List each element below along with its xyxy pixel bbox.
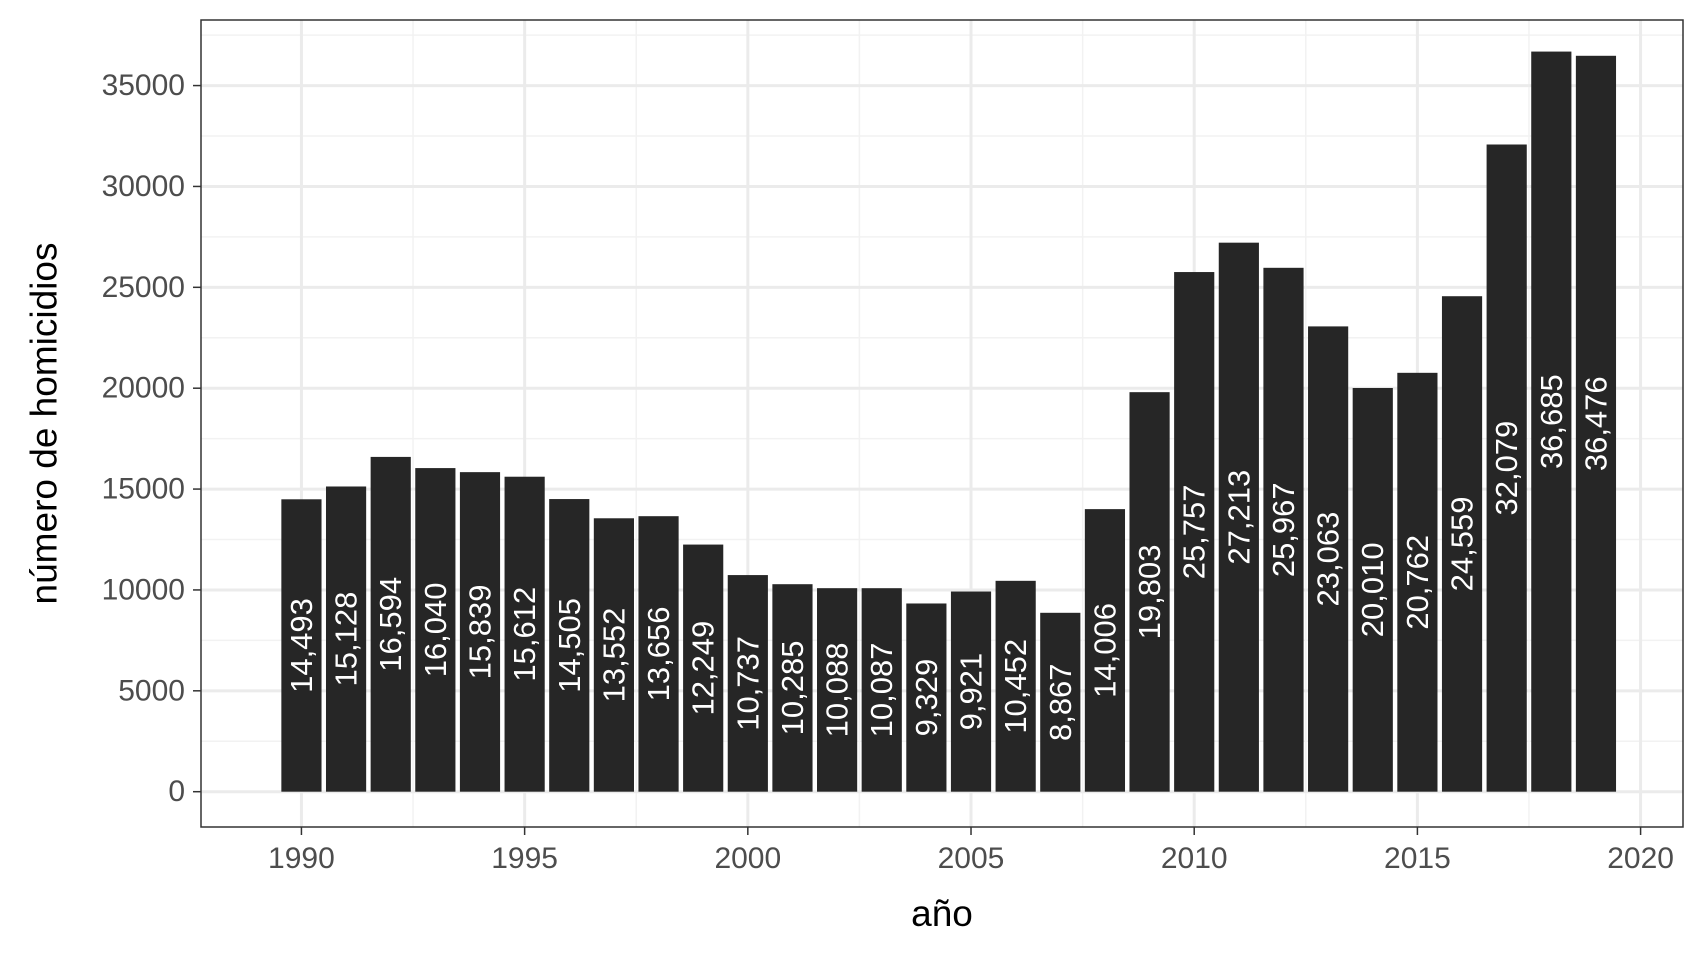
bar-value-label-2010: 25,757 xyxy=(1177,484,1212,579)
bar-value-label-2011: 27,213 xyxy=(1221,470,1256,565)
bar-2014 xyxy=(1352,387,1393,792)
bar-2002 xyxy=(817,588,858,792)
bar-value-label-1996: 14,505 xyxy=(552,598,587,693)
bar-2018 xyxy=(1531,51,1572,792)
bars xyxy=(281,51,1617,792)
bar-value-label-2019: 36,476 xyxy=(1578,376,1613,471)
y-tick-label: 0 xyxy=(168,775,185,808)
y-tick-label: 35000 xyxy=(102,69,185,102)
bar-1994 xyxy=(459,472,501,792)
bar-2010 xyxy=(1174,272,1215,792)
x-tick-label: 1995 xyxy=(491,842,558,875)
bar-value-label-1990: 14,493 xyxy=(284,598,319,693)
bar-2003 xyxy=(861,588,902,792)
bar-value-label-1997: 13,552 xyxy=(596,608,631,703)
bar-value-label-1994: 15,839 xyxy=(462,585,497,680)
bar-1992 xyxy=(370,456,411,792)
y-tick-label: 15000 xyxy=(102,473,185,506)
bar-2012 xyxy=(1263,267,1304,792)
bar-1993 xyxy=(415,468,456,792)
bar-2019 xyxy=(1575,55,1617,792)
bar-2005 xyxy=(950,591,992,792)
bar-2001 xyxy=(772,584,813,792)
bar-2017 xyxy=(1486,144,1527,792)
bar-value-label-1991: 15,128 xyxy=(329,592,364,687)
bar-value-label-2004: 9,329 xyxy=(909,659,944,737)
x-tick-label: 2015 xyxy=(1384,842,1451,875)
x-axis-ticks: 1990 1995 2000 2005 2010 2015 2020 xyxy=(268,827,1674,875)
panel-border xyxy=(200,19,1684,828)
bar-value-label-1998: 13,656 xyxy=(641,607,676,702)
bar-2009 xyxy=(1129,392,1170,792)
bar-1995 xyxy=(504,476,545,792)
bar-value-label-2003: 10,087 xyxy=(864,643,899,738)
bar-1996 xyxy=(549,499,590,792)
bar-value-label-1992: 16,594 xyxy=(373,577,408,672)
bar-value-label-2014: 20,010 xyxy=(1355,542,1390,637)
y-tick-label: 20000 xyxy=(102,372,185,405)
bar-value-label-2013: 23,063 xyxy=(1311,512,1346,607)
bar-value-label-1995: 15,612 xyxy=(507,587,542,682)
bar-value-label-2008: 14,006 xyxy=(1087,603,1122,698)
bar-2011 xyxy=(1218,242,1259,792)
bar-value-label-2001: 10,285 xyxy=(775,641,810,736)
bar-2008 xyxy=(1084,509,1126,792)
x-tick-label: 2010 xyxy=(1161,842,1228,875)
x-tick-label: 2020 xyxy=(1607,842,1674,875)
bar-2007 xyxy=(1040,612,1081,792)
bar-value-label-2015: 20,762 xyxy=(1400,535,1435,630)
bar-value-labels: 14,493 15,128 16,594 16,040 15,839 15,612 14,5… xyxy=(284,374,1614,741)
y-tick-label: 5000 xyxy=(118,674,185,707)
bar-2004 xyxy=(906,603,947,792)
y-axis-title: número de homicidios xyxy=(24,243,65,605)
bar-1998 xyxy=(638,516,679,792)
bar-value-label-2002: 10,088 xyxy=(820,643,855,738)
x-tick-label: 2005 xyxy=(938,842,1005,875)
x-tick-label: 1990 xyxy=(268,842,335,875)
y-tick-label: 25000 xyxy=(102,271,185,304)
bar-2015 xyxy=(1397,372,1438,792)
bar-value-label-2017: 32,079 xyxy=(1489,421,1524,516)
x-axis-title: año xyxy=(911,893,973,934)
bar-value-label-2016: 24,559 xyxy=(1445,497,1480,592)
bar-value-label-2007: 8,867 xyxy=(1043,663,1078,741)
bar-2000 xyxy=(727,575,768,792)
x-tick-label: 2000 xyxy=(714,842,781,875)
bar-value-label-2012: 25,967 xyxy=(1266,482,1301,577)
bar-1997 xyxy=(593,518,634,792)
bar-1991 xyxy=(325,486,367,792)
bar-2016 xyxy=(1441,296,1483,792)
bar-2013 xyxy=(1308,326,1349,792)
y-tick-label: 30000 xyxy=(102,170,185,203)
bar-value-label-2000: 10,737 xyxy=(730,636,765,731)
bar-2006 xyxy=(995,580,1036,792)
bar-value-label-2018: 36,685 xyxy=(1534,374,1569,469)
y-axis-ticks: 0 5000 10000 15000 20000 25000 30000 35000 xyxy=(102,69,201,808)
bar-value-label-1999: 12,249 xyxy=(686,621,721,716)
bar-value-label-2006: 10,452 xyxy=(998,639,1033,734)
bar-1990 xyxy=(281,499,322,792)
y-tick-label: 10000 xyxy=(102,573,185,606)
bar-value-label-2009: 19,803 xyxy=(1132,545,1167,640)
bar-value-label-2005: 9,921 xyxy=(954,653,989,731)
bar-value-label-1993: 16,040 xyxy=(418,582,453,677)
bar-1999 xyxy=(683,544,724,792)
